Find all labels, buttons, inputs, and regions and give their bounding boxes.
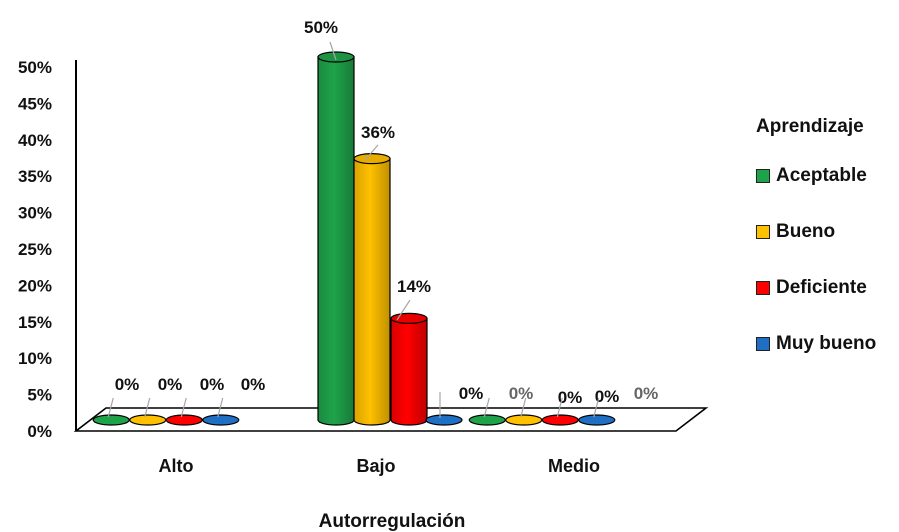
data-label-leader — [396, 299, 411, 321]
data-label-bajo-aceptable: 50% — [304, 18, 338, 37]
category-label-medio: Medio — [548, 456, 600, 476]
data-label-alto-deficiente: 0% — [200, 375, 225, 394]
legend-item-bueno: Bueno — [756, 218, 896, 246]
legend-title: Aprendizaje — [756, 116, 864, 137]
bar-medio-muy-bueno — [578, 414, 616, 426]
legend-swatch-muy-bueno — [756, 337, 770, 351]
bar-bajo-muy-bueno — [425, 414, 463, 426]
data-label-leader — [556, 397, 563, 418]
bar-medio-bueno — [505, 414, 543, 426]
data-label-leader — [593, 397, 600, 418]
x-axis-title: Autorregulación — [319, 511, 466, 532]
data-label-alto-bueno: 0% — [158, 375, 183, 394]
y-tick-label: 20% — [18, 276, 52, 295]
y-tick-label: 50% — [18, 58, 52, 77]
data-label-leader — [180, 397, 187, 418]
legend-swatch-aceptable — [756, 169, 770, 183]
data-label-leader — [483, 397, 490, 418]
y-tick-label: 5% — [27, 386, 52, 405]
bar-layer — [92, 51, 616, 426]
bar-alto-deficiente — [165, 414, 203, 426]
data-label-bajo-muy-bueno: 0% — [459, 384, 484, 403]
legend-label-aceptable: Aceptable — [776, 165, 867, 186]
legend: Aprendizaje Aceptable Bueno Deficiente M… — [756, 116, 896, 358]
legend-swatch-bueno — [756, 225, 770, 239]
bar-alto-bueno — [129, 414, 167, 426]
data-label-medio-aceptable: 0% — [509, 384, 534, 403]
data-label-alto-muy-bueno: 0% — [241, 375, 266, 394]
data-label-medio-deficiente: 0% — [595, 387, 620, 406]
y-tick-label: 40% — [18, 131, 52, 150]
bar-bajo-aceptable — [317, 51, 355, 426]
label-layer: 0% 0% 0% 0% 50% 36% 14% 0% 0% 0% 0% 0% — [107, 18, 659, 418]
data-label-leader — [144, 397, 151, 418]
bar-medio-aceptable — [468, 414, 506, 426]
data-label-bajo-bueno: 36% — [361, 123, 395, 142]
data-label-leader — [364, 144, 379, 161]
bar-bajo-bueno — [353, 153, 391, 426]
y-tick-label: 30% — [18, 204, 52, 223]
y-tick-label: 25% — [18, 240, 52, 259]
y-tick-label: 0% — [27, 422, 52, 441]
y-tick-label: 35% — [18, 167, 52, 186]
legend-label-deficiente: Deficiente — [776, 277, 867, 298]
legend-item-deficiente: Deficiente — [756, 274, 896, 302]
y-tick-label: 45% — [18, 94, 52, 113]
axis-layer: 0% 5% 10% 15% 20% 25% 30% 35% 40% 45% 50% Alto Bajo M… — [18, 58, 600, 476]
category-label-alto: Alto — [159, 456, 194, 476]
y-tick-label: 10% — [18, 349, 52, 368]
legend-swatch-deficiente — [756, 281, 770, 295]
bar-bajo-deficiente — [390, 312, 428, 426]
bar-alto-muy-bueno — [202, 414, 240, 426]
data-label-alto-aceptable: 0% — [115, 375, 140, 394]
data-label-leader — [329, 41, 337, 61]
data-label-leader — [107, 397, 114, 418]
y-tick-label: 15% — [18, 313, 52, 332]
data-label-bajo-deficiente: 14% — [397, 277, 431, 296]
legend-item-muy-bueno: Muy bueno — [756, 330, 896, 358]
bar-medio-deficiente — [541, 414, 579, 426]
bar-alto-aceptable — [92, 414, 130, 426]
category-label-bajo: Bajo — [356, 456, 395, 476]
data-label-leader — [520, 397, 527, 418]
legend-label-muy-bueno: Muy bueno — [776, 333, 877, 354]
data-label-medio-bueno: 0% — [558, 388, 583, 407]
legend-item-aceptable: Aceptable — [756, 162, 896, 190]
legend-label-bueno: Bueno — [776, 221, 836, 242]
data-label-medio-muy-bueno: 0% — [634, 384, 659, 403]
data-label-leader — [217, 397, 224, 418]
